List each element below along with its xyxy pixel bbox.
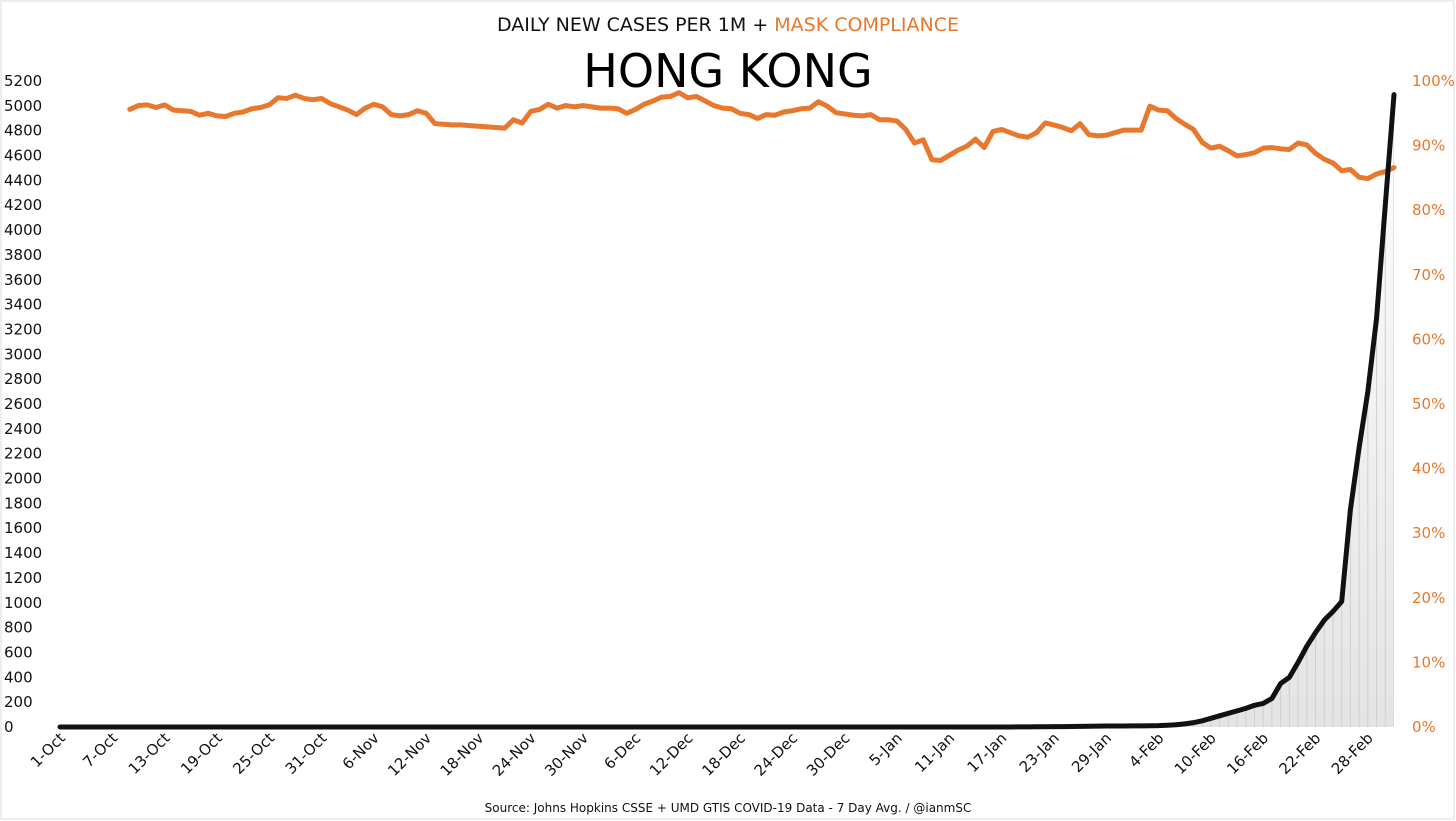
y-left-tick-label: 4000	[4, 221, 42, 239]
y-left-tick-label: 5000	[4, 97, 42, 115]
x-tick-label: 19-Oct	[177, 729, 226, 778]
y-left-tick-label: 1600	[4, 519, 42, 537]
x-tick-label: 17-Jan	[963, 729, 1010, 776]
x-tick-label: 30-Dec	[803, 729, 854, 780]
y-left-tick-label: 400	[4, 668, 33, 686]
x-tick-label: 10-Feb	[1171, 729, 1220, 778]
x-tick-label: 30-Nov	[541, 729, 592, 780]
x-tick-label: 12-Dec	[646, 729, 697, 780]
y-right-tick-label: 20%	[1412, 589, 1445, 607]
x-tick-label: 23-Jan	[1016, 729, 1063, 776]
y-left-tick-label: 2400	[4, 420, 42, 438]
y-left-tick-label: 2000	[4, 470, 42, 488]
source-note: Source: Johns Hopkins CSSE + UMD GTIS CO…	[485, 801, 972, 815]
x-tick-label: 5-Jan	[866, 729, 906, 769]
y-left-tick-label: 4200	[4, 196, 42, 214]
x-tick-label: 12-Nov	[384, 729, 435, 780]
y-right-tick-label: 100%	[1412, 72, 1455, 90]
y-right-tick-label: 60%	[1412, 330, 1445, 348]
y-left-tick-label: 4400	[4, 171, 42, 189]
cases-area	[60, 94, 1394, 727]
y-left-tick-label: 3200	[4, 320, 42, 338]
y-right-tick-label: 80%	[1412, 201, 1445, 219]
supertitle-cases: DAILY NEW CASES PER 1M +	[497, 14, 774, 36]
y-left-tick-label: 1000	[4, 594, 42, 612]
series-line-mask-compliance	[127, 90, 1397, 182]
y-left-tick-label: 3000	[4, 345, 42, 363]
chart-supertitle: DAILY NEW CASES PER 1M + MASK COMPLIANCE	[497, 14, 959, 36]
x-tick-label: 31-Oct	[282, 729, 331, 778]
x-tick-label: 13-Oct	[125, 729, 174, 778]
x-tick-label: 11-Jan	[911, 729, 958, 776]
y-left-tick-label: 2800	[4, 370, 42, 388]
y-left-tick-label: 2200	[4, 445, 42, 463]
y-left-tick-label: 800	[4, 619, 33, 637]
supertitle-mask: MASK COMPLIANCE	[774, 14, 959, 36]
x-tick-label: 7-Oct	[79, 729, 121, 771]
y-right-tick-label: 70%	[1412, 266, 1445, 284]
x-tick-label: 6-Dec	[600, 729, 644, 773]
x-tick-label: 16-Feb	[1223, 729, 1272, 778]
x-axis: 1-Oct 7-Oct 13-Oct 19-Oct 25-Oct 31-Oct 6-Nov 1…	[27, 729, 1377, 780]
y-left-tick-label: 200	[4, 693, 33, 711]
x-tick-label: 1-Oct	[27, 729, 69, 771]
y-right-tick-label: 40%	[1412, 460, 1445, 478]
chart-title: HONG KONG	[583, 44, 872, 98]
y-left-tick-label: 4800	[4, 122, 42, 140]
x-tick-label: 4-Feb	[1125, 729, 1167, 771]
x-tick-label: 25-Oct	[229, 729, 278, 778]
y-right-tick-label: 90%	[1412, 137, 1445, 155]
y-left-tick-label: 1400	[4, 544, 42, 562]
x-tick-label: 28-Feb	[1328, 729, 1377, 778]
x-tick-label: 24-Dec	[751, 729, 802, 780]
y-left-tick-label: 1200	[4, 569, 42, 587]
y-left-tick-label: 1800	[4, 494, 42, 512]
y-left-tick-label: 5200	[4, 72, 42, 90]
y-left-tick-label: 3600	[4, 271, 42, 289]
y-left-tick-label: 3800	[4, 246, 42, 264]
x-tick-label: 6-Nov	[339, 729, 383, 773]
y-left-tick-label: 0	[4, 718, 14, 736]
y-right-tick-label: 10%	[1412, 653, 1445, 671]
y-right-tick-label: 50%	[1412, 395, 1445, 413]
y-left-tick-label: 2600	[4, 395, 42, 413]
x-tick-label: 18-Dec	[698, 729, 749, 780]
y-left-tick-label: 3400	[4, 296, 42, 314]
y-left-tick-label: 4600	[4, 147, 42, 165]
y-right-tick-label: 0%	[1412, 718, 1436, 736]
y-axis-left: 0 200 400 600 800 1000 1200 1400 1600 1800 2000 220…	[4, 72, 42, 736]
series-line-daily-cases	[57, 92, 1397, 730]
y-left-tick-label: 600	[4, 643, 33, 661]
x-tick-label: 22-Feb	[1276, 729, 1325, 778]
y-axis-right: 0% 10% 20% 30% 40% 50% 60% 70% 80% 90% 100%	[1412, 72, 1455, 736]
cases-hatching	[60, 94, 1394, 727]
y-right-tick-label: 30%	[1412, 524, 1445, 542]
x-tick-label: 24-Nov	[489, 729, 540, 780]
x-tick-label: 29-Jan	[1068, 729, 1115, 776]
x-tick-label: 18-Nov	[437, 729, 488, 780]
